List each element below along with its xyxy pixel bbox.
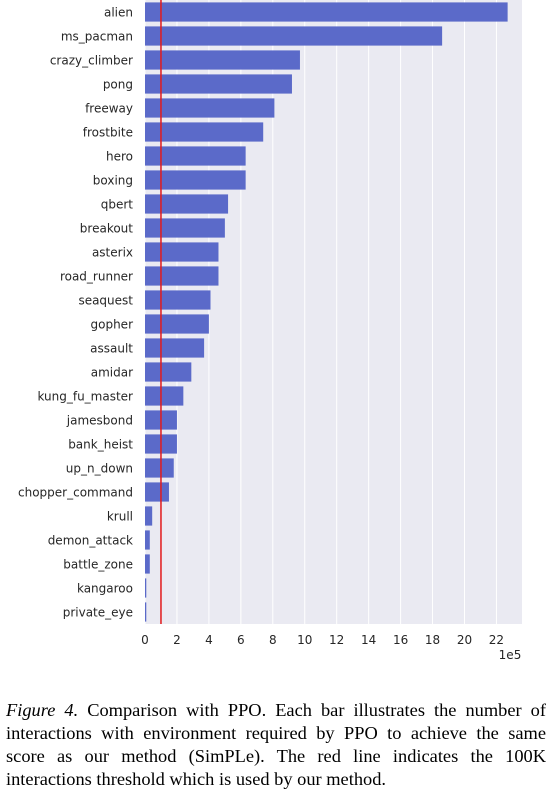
y-label-chopper_command: chopper_command — [18, 486, 133, 500]
bar-assault — [145, 338, 205, 358]
y-label-freeway: freeway — [85, 102, 133, 116]
bar-seaquest — [145, 290, 211, 310]
x-tick-labels: 0 2 4 6 8 10 12 14 16 18 20 22 — [141, 633, 504, 647]
bar-breakout — [145, 218, 225, 238]
x-tick-22: 22 — [489, 633, 504, 647]
y-label-frostbite: frostbite — [83, 126, 133, 140]
bar-ms_pacman — [145, 26, 443, 46]
bar-alien — [145, 2, 508, 22]
x-tick-14: 14 — [361, 633, 376, 647]
bar-asterix — [145, 242, 219, 262]
bar-kung_fu_master — [145, 386, 184, 406]
bar-battle_zone — [145, 554, 150, 574]
y-label-kung_fu_master: kung_fu_master — [37, 390, 133, 404]
bar-boxing — [145, 170, 246, 190]
x-tick-18: 18 — [425, 633, 440, 647]
y-label-seaquest: seaquest — [78, 294, 133, 308]
y-label-boxing: boxing — [93, 174, 133, 188]
y-label-demon_attack: demon_attack — [48, 534, 133, 548]
y-label-hero: hero — [106, 150, 133, 164]
figure-label: Figure 4. — [6, 700, 79, 720]
bar-pong — [145, 74, 292, 94]
x-tick-10: 10 — [297, 633, 312, 647]
figure-caption: Figure 4. Comparison with PPO. Each bar … — [6, 699, 546, 791]
x-tick-8: 8 — [269, 633, 277, 647]
bar-private_eye — [145, 602, 147, 622]
y-label-qbert: qbert — [101, 198, 134, 212]
bar-amidar — [145, 362, 192, 382]
bar-chopper_command — [145, 482, 169, 502]
x-scale-label: 1e5 — [499, 648, 522, 662]
y-label-road_runner: road_runner — [60, 270, 133, 284]
bar-frostbite — [145, 122, 264, 142]
x-tick-0: 0 — [141, 633, 149, 647]
x-tick-20: 20 — [457, 633, 472, 647]
y-label-krull: krull — [107, 510, 133, 524]
y-label-gopher: gopher — [91, 318, 134, 332]
bar-krull — [145, 506, 153, 526]
y-label-asterix: asterix — [92, 246, 133, 260]
y-label-assault: assault — [90, 342, 133, 356]
x-tick-4: 4 — [205, 633, 213, 647]
y-label-up_n_down: up_n_down — [66, 462, 133, 476]
x-tick-12: 12 — [329, 633, 344, 647]
y-label-breakout: breakout — [80, 222, 133, 236]
bar-kangaroo — [145, 578, 147, 598]
y-label-kangaroo: kangaroo — [77, 582, 133, 596]
y-label-amidar: amidar — [91, 366, 133, 380]
y-label-battle_zone: battle_zone — [63, 558, 133, 572]
x-tick-2: 2 — [173, 633, 181, 647]
y-label-pong: pong — [103, 78, 133, 92]
bar-hero — [145, 146, 246, 166]
caption-text: Comparison with PPO. Each bar illustrate… — [6, 700, 546, 789]
y-label-jamesbond: jamesbond — [66, 414, 133, 428]
bar-qbert — [145, 194, 229, 214]
y-label-crazy_climber: crazy_climber — [50, 54, 133, 68]
bar-demon_attack — [145, 530, 150, 550]
bar-crazy_climber — [145, 50, 300, 70]
x-tick-16: 16 — [393, 633, 408, 647]
y-label-bank_heist: bank_heist — [68, 438, 133, 452]
bar-freeway — [145, 98, 275, 118]
bar-road_runner — [145, 266, 219, 286]
bar-gopher — [145, 314, 209, 334]
y-label-ms_pacman: ms_pacman — [61, 30, 133, 44]
bar-up_n_down — [145, 458, 174, 478]
y-label-alien: alien — [104, 6, 133, 20]
x-tick-6: 6 — [237, 633, 245, 647]
y-label-private_eye: private_eye — [63, 606, 133, 620]
